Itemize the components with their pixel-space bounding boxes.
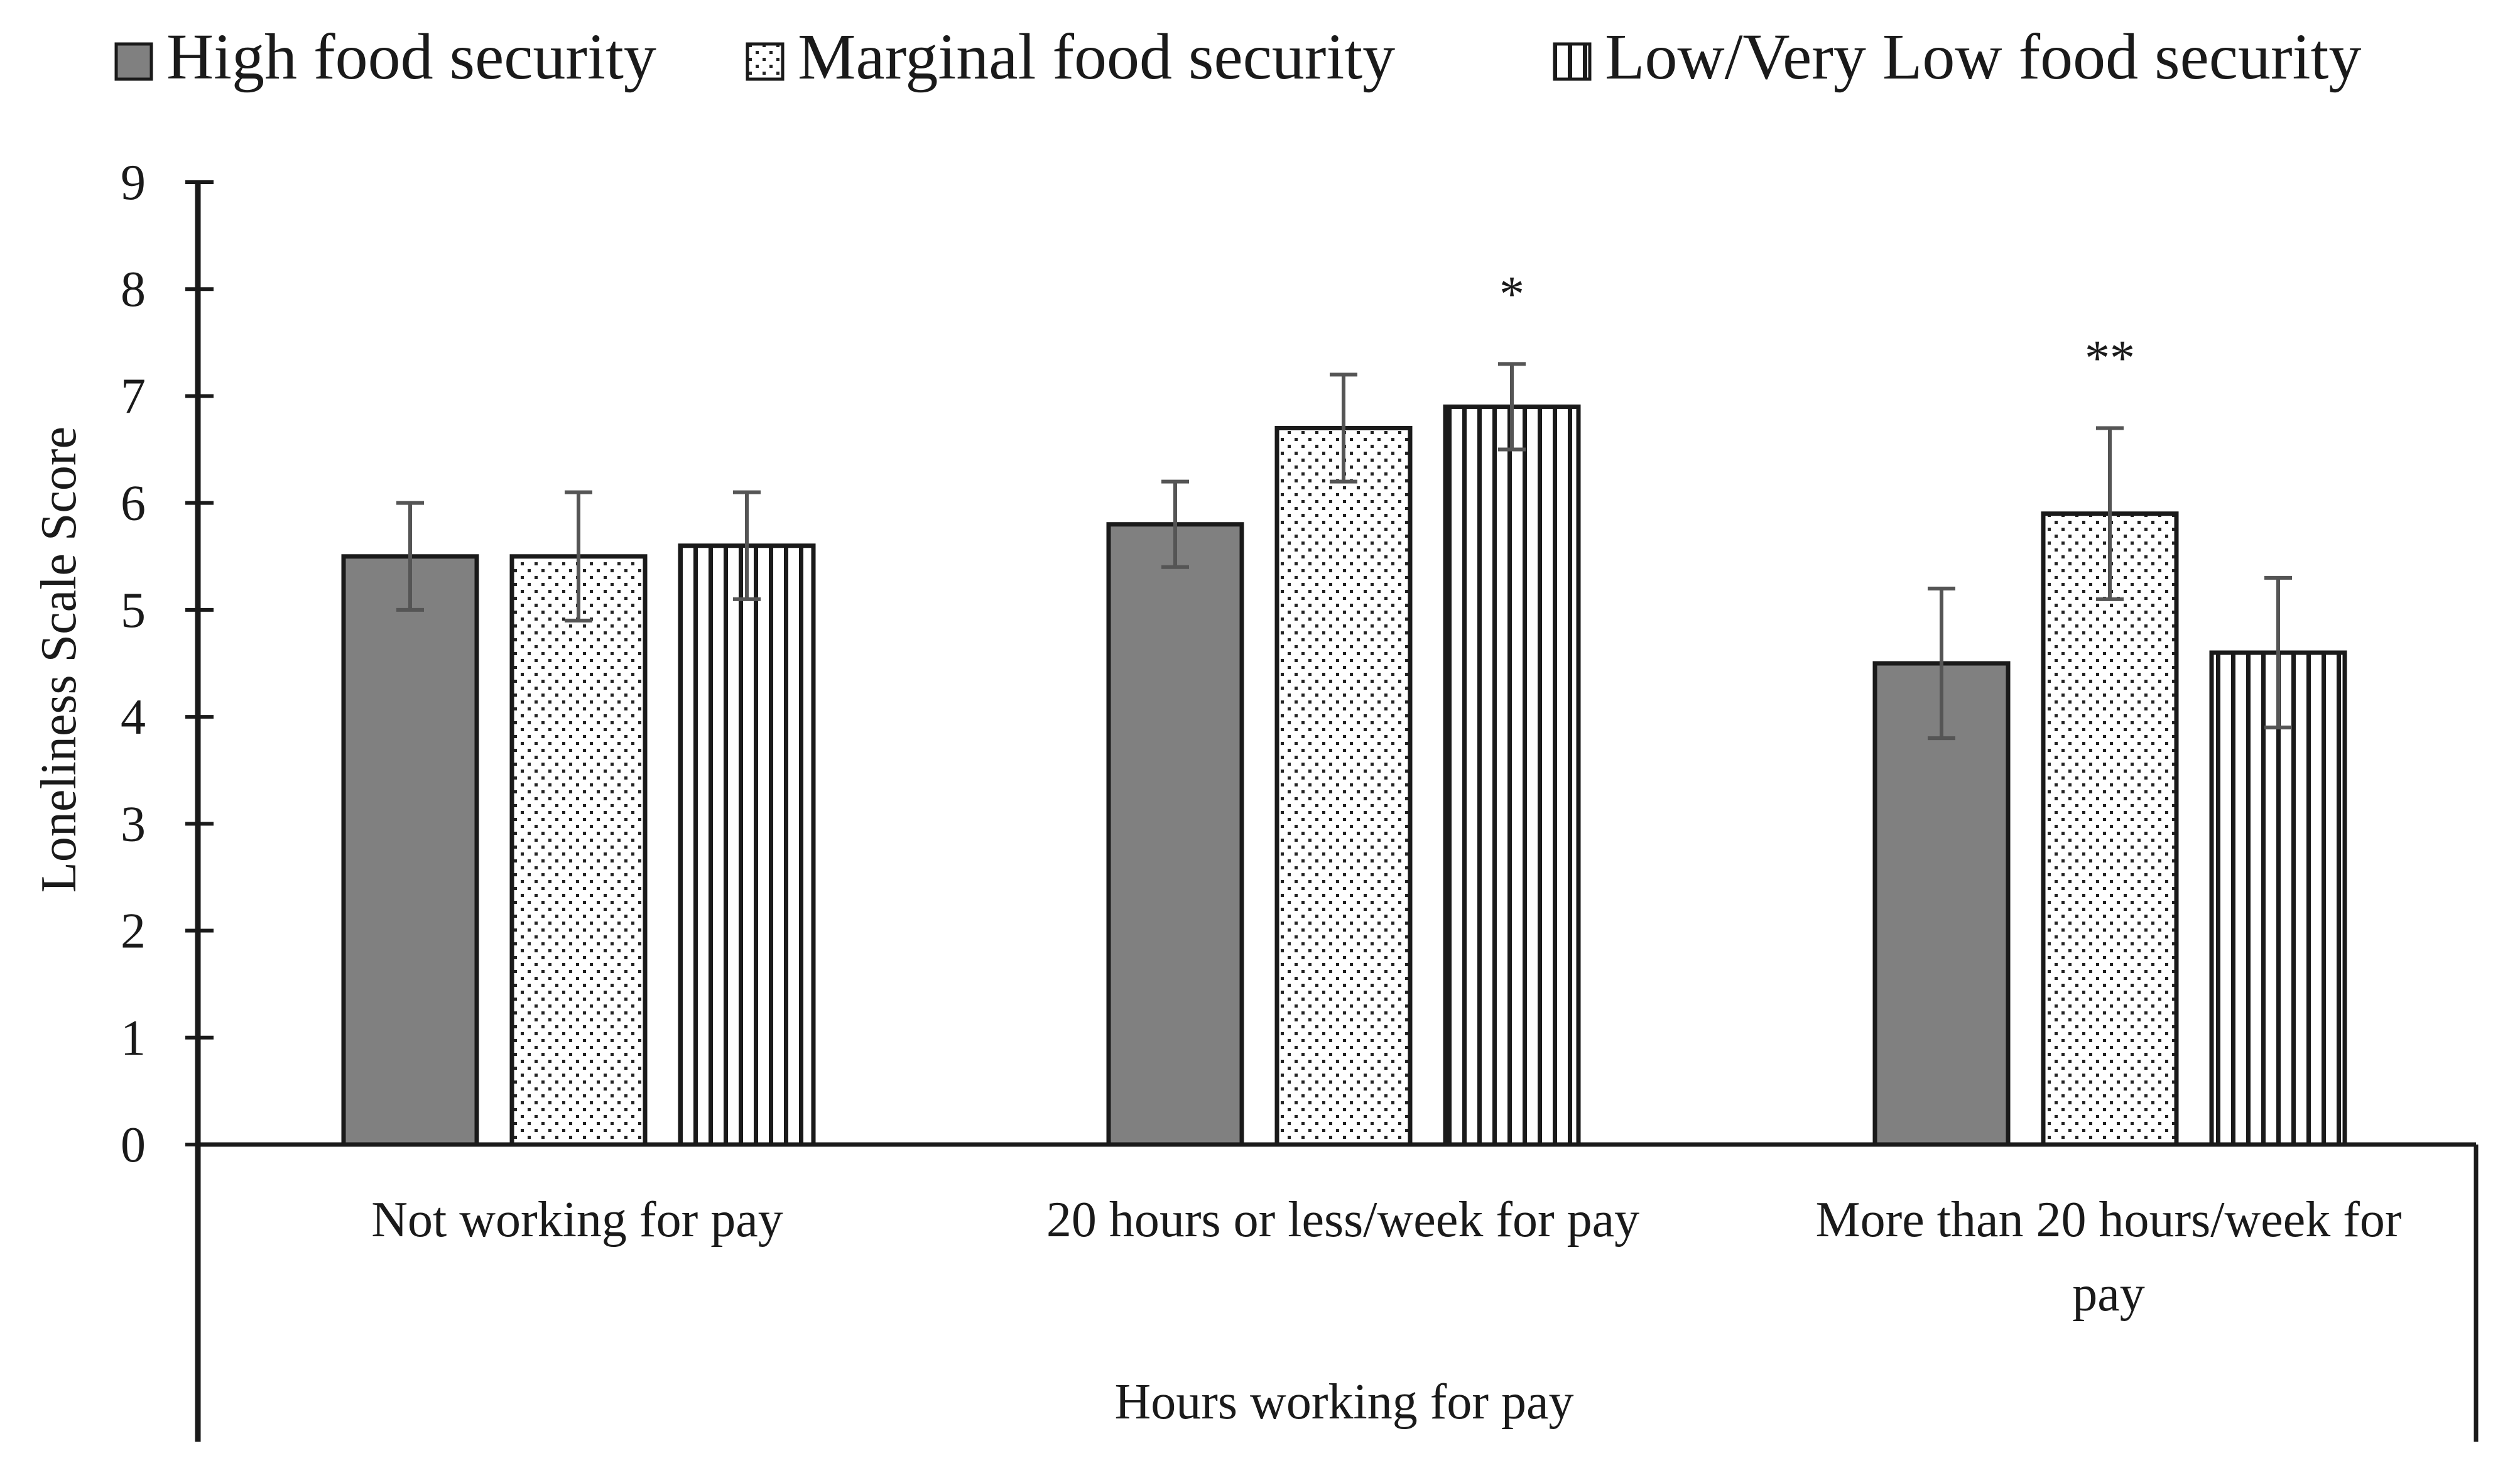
y-tick-label: 3 — [121, 797, 146, 852]
bar-dots — [1274, 426, 1413, 1147]
y-tick-label: 0 — [121, 1118, 146, 1173]
y-tick-label: 1 — [121, 1011, 146, 1066]
x-category-label: Not working for pay — [371, 1192, 783, 1248]
y-tick-label: 2 — [121, 904, 146, 959]
legend: High food security Marginal food security… — [114, 21, 2361, 93]
bar-vertical-stripes — [2209, 650, 2347, 1147]
bar-dots — [2041, 511, 2179, 1147]
y-tick-label: 4 — [121, 690, 146, 745]
legend-label: Marginal food security — [798, 21, 1395, 93]
y-tick-label: 8 — [121, 262, 146, 317]
x-axis-category-labels: Not working for pay 20 hours or less/week… — [371, 1192, 2401, 1322]
bar-vertical-stripes — [678, 543, 816, 1147]
bar-dots — [509, 554, 648, 1147]
x-category-label: More than 20 hours/week for pay — [1815, 1192, 2401, 1322]
y-tick-label: 6 — [121, 476, 146, 531]
error-bars — [396, 362, 2292, 741]
bar-solid-gray — [341, 554, 479, 1147]
y-tick-label: 5 — [121, 583, 146, 638]
significance-marker: ** — [2085, 331, 2135, 386]
legend-label: Low/Very Low food security — [1605, 21, 2361, 93]
bar-solid-gray — [1872, 661, 2011, 1147]
x-category-label: 20 hours or less/week for pay — [1046, 1192, 1639, 1248]
significance-annotations: *** — [1499, 266, 2135, 386]
bars — [341, 404, 2347, 1147]
legend-swatch-vertical-stripes — [1553, 42, 1592, 81]
y-tick-label: 7 — [121, 369, 146, 424]
legend-label: High food security — [166, 21, 656, 93]
bar-solid-gray — [1106, 522, 1244, 1147]
significance-marker: * — [1499, 266, 1524, 322]
legend-swatch-dots — [746, 42, 785, 81]
x-axis-title: Hours working for pay — [1115, 1374, 1574, 1430]
bar-vertical-stripes — [1443, 404, 1581, 1147]
y-axis-title: Loneliness Scale Score — [31, 427, 87, 893]
y-tick-label: 9 — [121, 155, 146, 210]
legend-swatch-solid-gray — [114, 42, 153, 81]
